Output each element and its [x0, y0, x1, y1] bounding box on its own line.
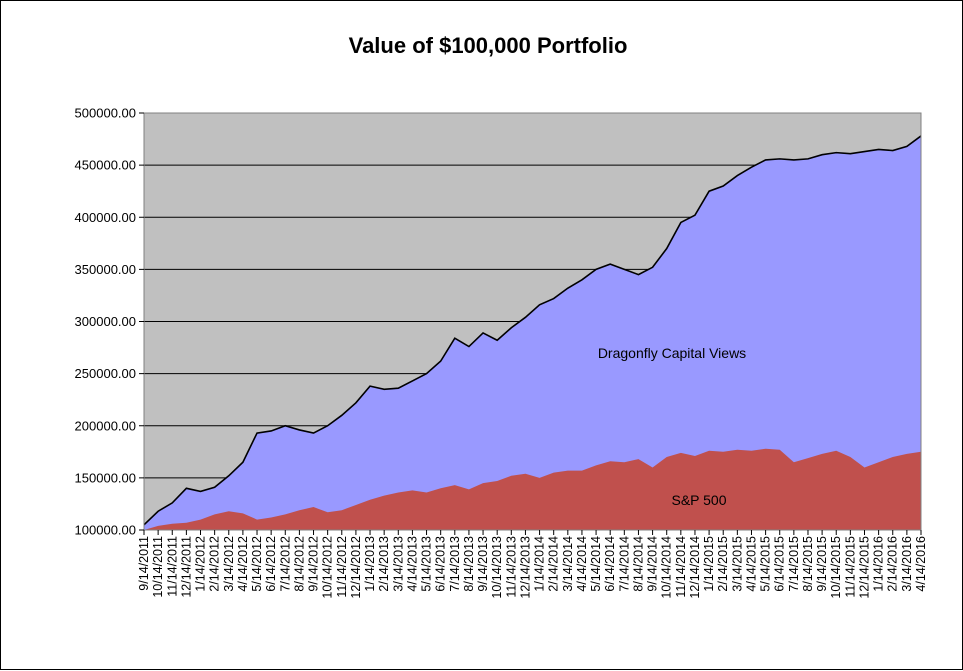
- x-tick-label: 9/14/2012: [307, 536, 321, 592]
- x-tick-label: 8/14/2012: [292, 536, 306, 592]
- x-tick-label: 8/14/2013: [462, 536, 476, 592]
- series-areas: [143, 112, 922, 531]
- x-tick-label: 3/14/2012: [222, 536, 236, 592]
- x-tick-label: 8/14/2014: [631, 536, 645, 592]
- y-tick-label: 200000.00: [75, 418, 136, 433]
- x-tick-label: 4/14/2013: [405, 536, 419, 592]
- x-tick-label: 6/14/2014: [603, 536, 617, 592]
- x-tick-label: 7/14/2012: [278, 536, 292, 592]
- x-tick-label: 1/14/2012: [194, 536, 208, 592]
- x-tick-label: 10/14/2013: [490, 536, 504, 599]
- y-tick-label: 450000.00: [75, 158, 136, 173]
- y-tick-label: 300000.00: [75, 314, 136, 329]
- x-tick-label: 2/14/2012: [208, 536, 222, 592]
- x-tick-label: 1/14/2015: [702, 536, 716, 592]
- x-tick-label: 11/14/2013: [504, 536, 518, 598]
- x-tick-label: 2/14/2013: [377, 536, 391, 592]
- x-tick-label: 12/14/2015: [857, 536, 871, 599]
- x-tick-label: 8/14/2015: [801, 536, 815, 592]
- x-tick-label: 3/14/2013: [391, 536, 405, 592]
- x-tick-label: 11/14/2015: [843, 536, 857, 598]
- x-tick-label: 12/14/2011: [179, 536, 193, 598]
- y-tick-label: 350000.00: [75, 262, 136, 277]
- y-tick-label: 250000.00: [75, 366, 136, 381]
- x-tick-label: 5/14/2013: [420, 536, 434, 592]
- x-tick-label: 10/14/2011: [151, 536, 165, 598]
- x-tick-label: 2/14/2014: [547, 536, 561, 592]
- series-area-dragonfly: [144, 135, 921, 530]
- x-tick-label: 4/14/2015: [744, 536, 758, 592]
- y-tick-label: 500000.00: [75, 106, 136, 121]
- x-tick-label: 12/14/2014: [688, 536, 702, 599]
- x-tick-label: 5/14/2014: [589, 536, 603, 592]
- x-tick-label: 4/14/2014: [575, 536, 589, 592]
- chart-title: Value of $100,000 Portfolio: [349, 33, 628, 58]
- x-tick-label: 6/14/2013: [434, 536, 448, 592]
- x-tick-label: 10/14/2014: [660, 536, 674, 599]
- x-tick-label: 1/14/2014: [533, 536, 547, 592]
- x-tick-label: 11/14/2012: [335, 536, 349, 598]
- x-tick-label: 3/14/2016: [900, 536, 914, 592]
- x-tick-label: 10/14/2015: [829, 536, 843, 599]
- series-label-sp500: S&P 500: [671, 492, 726, 508]
- x-tick-label: 1/14/2016: [872, 536, 886, 592]
- x-tick-label: 3/14/2014: [561, 536, 575, 592]
- series-area-sp500: [144, 448, 921, 530]
- y-tick-label: 400000.00: [75, 210, 136, 225]
- x-tick-label: 9/14/2015: [815, 536, 829, 592]
- x-tick-label: 12/14/2012: [349, 536, 363, 599]
- x-tick-label: 7/14/2013: [448, 536, 462, 592]
- x-tick-label: 7/14/2014: [617, 536, 631, 592]
- x-tick-label: 11/14/2011: [165, 536, 179, 597]
- x-tick-label: 6/14/2015: [773, 536, 787, 592]
- x-tick-label: 9/14/2014: [646, 536, 660, 592]
- series-label-dragonfly: Dragonfly Capital Views: [598, 345, 746, 361]
- x-tick-label: 4/14/2012: [236, 536, 250, 592]
- x-tick-label: 4/14/2016: [914, 536, 928, 592]
- series-line-dragonfly: [143, 135, 922, 526]
- x-tick-label: 9/14/2011: [137, 536, 151, 591]
- y-axis-ticks: 100000.00 150000.00 200000.00 250000.00 3000…: [75, 106, 144, 538]
- x-tick-label: 10/14/2012: [321, 536, 335, 599]
- x-tick-label: 5/14/2012: [250, 536, 264, 592]
- x-tick-label: 6/14/2012: [264, 536, 278, 592]
- x-tick-label: 2/14/2015: [716, 536, 730, 592]
- x-tick-label: 12/14/2013: [518, 536, 532, 599]
- x-tick-label: 3/14/2015: [730, 536, 744, 592]
- x-tick-label: 5/14/2015: [759, 536, 773, 592]
- y-tick-label: 100000.00: [75, 523, 136, 538]
- y-tick-label: 150000.00: [75, 470, 136, 485]
- x-tick-label: 9/14/2013: [476, 536, 490, 592]
- x-axis-ticks: 9/14/2011 10/14/2011 11/14/2011 12/14/2011 1…: [137, 530, 928, 599]
- x-tick-label: 7/14/2015: [787, 536, 801, 592]
- x-tick-label: 11/14/2014: [674, 536, 688, 598]
- x-tick-label: 2/14/2016: [886, 536, 900, 592]
- x-tick-label: 1/14/2013: [363, 536, 377, 592]
